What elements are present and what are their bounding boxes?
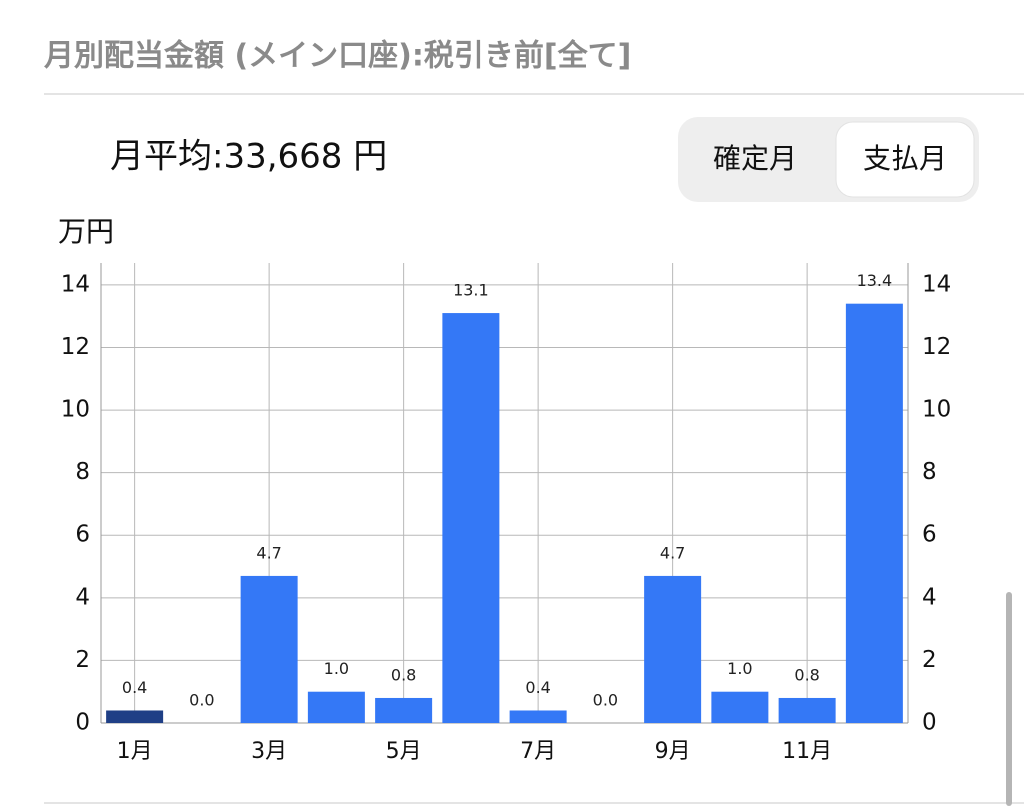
y2-tick-label: 8 (922, 459, 937, 485)
y-tick-label: 14 (61, 271, 90, 297)
segment-label[interactable]: 支払月 (863, 142, 947, 175)
value-label: 13.4 (857, 271, 893, 290)
value-label: 4.7 (660, 543, 685, 562)
selected-segment[interactable] (835, 121, 975, 198)
segments: 確定月 支払月 (713, 121, 975, 198)
x-tick-label: 5月 (386, 739, 422, 764)
scrollbar (1006, 592, 1012, 806)
y2-tick-label: 0 (922, 710, 937, 736)
y-tick-label: 6 (75, 522, 90, 548)
bar (509, 710, 567, 723)
value-label: 0.0 (593, 691, 618, 710)
y2-tick-label: 4 (922, 584, 937, 610)
value-label: 0.8 (794, 665, 819, 684)
bar (307, 691, 365, 723)
bar (442, 313, 500, 723)
y-tick-label: 8 (75, 459, 90, 485)
plot: 0 0 2 2 4 4 6 6 8 8 10 10 12 12 14 14 1月 3月 5月 7月 9月 11月 0.4 0.… (61, 263, 951, 764)
y-tick-label: 4 (75, 584, 90, 610)
y2-tick-label: 14 (922, 271, 951, 297)
segment-label[interactable]: 確定月 (713, 142, 797, 175)
page-title: 月別配当金額 (メイン口座):税引き前[全て] (44, 39, 631, 74)
y-tick-label: 12 (61, 334, 90, 360)
bar (711, 691, 769, 723)
x-tick-label: 11月 (782, 739, 832, 764)
value-label: 0.4 (525, 678, 550, 697)
x-tick-label: 9月 (655, 739, 691, 764)
y2-tick-label: 6 (922, 522, 937, 548)
bar (845, 303, 903, 723)
y-tick-label: 2 (75, 647, 90, 673)
value-label: 1.0 (727, 659, 752, 678)
value-label: 13.1 (453, 281, 489, 300)
bar (644, 575, 702, 723)
x-tick-label: 7月 (520, 739, 556, 764)
y2-tick-label: 2 (922, 647, 937, 673)
y-axis-unit: 万円 (58, 215, 114, 248)
y-tick-label: 10 (61, 397, 90, 423)
bar (240, 575, 298, 723)
x-tick-label: 1月 (117, 739, 153, 764)
monthly-average: 月平均:33,668 円 (110, 137, 387, 177)
value-label: 0.8 (391, 665, 416, 684)
value-label: 4.7 (256, 543, 281, 562)
x-tick-label: 3月 (251, 739, 287, 764)
y2-tick-label: 10 (922, 397, 951, 423)
value-label: 0.0 (189, 691, 214, 710)
value-label: 1.0 (324, 659, 349, 678)
bar (778, 697, 836, 723)
bar (375, 697, 433, 723)
value-label: 0.4 (122, 678, 147, 697)
y2-tick-label: 12 (922, 334, 951, 360)
y-tick-label: 0 (75, 710, 90, 736)
bar (106, 710, 164, 723)
